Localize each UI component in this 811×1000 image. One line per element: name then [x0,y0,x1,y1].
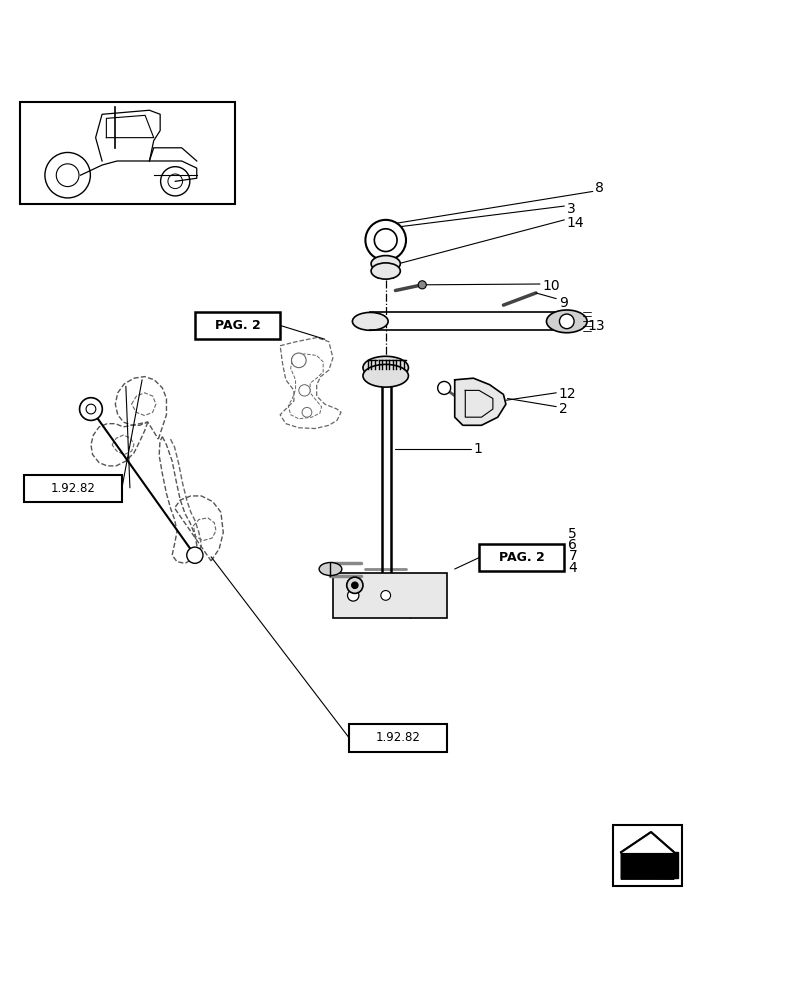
Text: 9: 9 [558,296,567,310]
Circle shape [45,152,90,198]
Circle shape [79,398,102,420]
Text: 5: 5 [568,527,577,541]
Text: 1: 1 [473,442,482,456]
Ellipse shape [371,256,400,272]
Ellipse shape [371,263,400,279]
Bar [333,573,446,618]
Ellipse shape [363,364,408,387]
Circle shape [56,164,79,187]
Bar [20,102,235,204]
Circle shape [380,591,390,600]
Ellipse shape [363,356,408,379]
Bar [349,724,446,752]
Text: 1.92.82: 1.92.82 [375,731,420,744]
Ellipse shape [546,310,586,333]
Polygon shape [620,832,673,852]
Circle shape [298,385,310,396]
Circle shape [365,220,406,260]
Text: 11: 11 [93,491,111,505]
Circle shape [302,407,311,417]
Text: 13: 13 [586,319,604,333]
Circle shape [559,314,573,329]
Circle shape [418,281,426,289]
Ellipse shape [352,312,388,330]
Text: 12: 12 [558,387,576,401]
Bar [24,475,122,502]
Circle shape [347,590,358,601]
Circle shape [168,174,182,189]
Text: 1.92.82: 1.92.82 [50,482,96,495]
Circle shape [291,353,306,368]
Text: 14: 14 [566,216,584,230]
Polygon shape [657,852,677,878]
Bar [612,825,681,886]
Bar [195,312,280,339]
Polygon shape [620,832,673,879]
Circle shape [437,381,450,394]
Polygon shape [454,378,505,425]
Text: 7: 7 [568,549,577,563]
Text: PAG. 2: PAG. 2 [214,319,260,332]
Text: 10: 10 [542,279,560,293]
Circle shape [351,582,358,589]
Text: 2: 2 [558,402,567,416]
Circle shape [187,547,203,563]
Ellipse shape [319,563,341,576]
Bar [478,544,564,571]
Circle shape [86,404,96,414]
Text: PAG. 2: PAG. 2 [498,551,544,564]
Text: 3: 3 [566,202,575,216]
Text: 8: 8 [594,181,603,195]
Circle shape [346,577,363,593]
Circle shape [374,229,397,252]
Circle shape [161,167,190,196]
Text: 6: 6 [568,538,577,552]
Text: 4: 4 [568,561,577,575]
